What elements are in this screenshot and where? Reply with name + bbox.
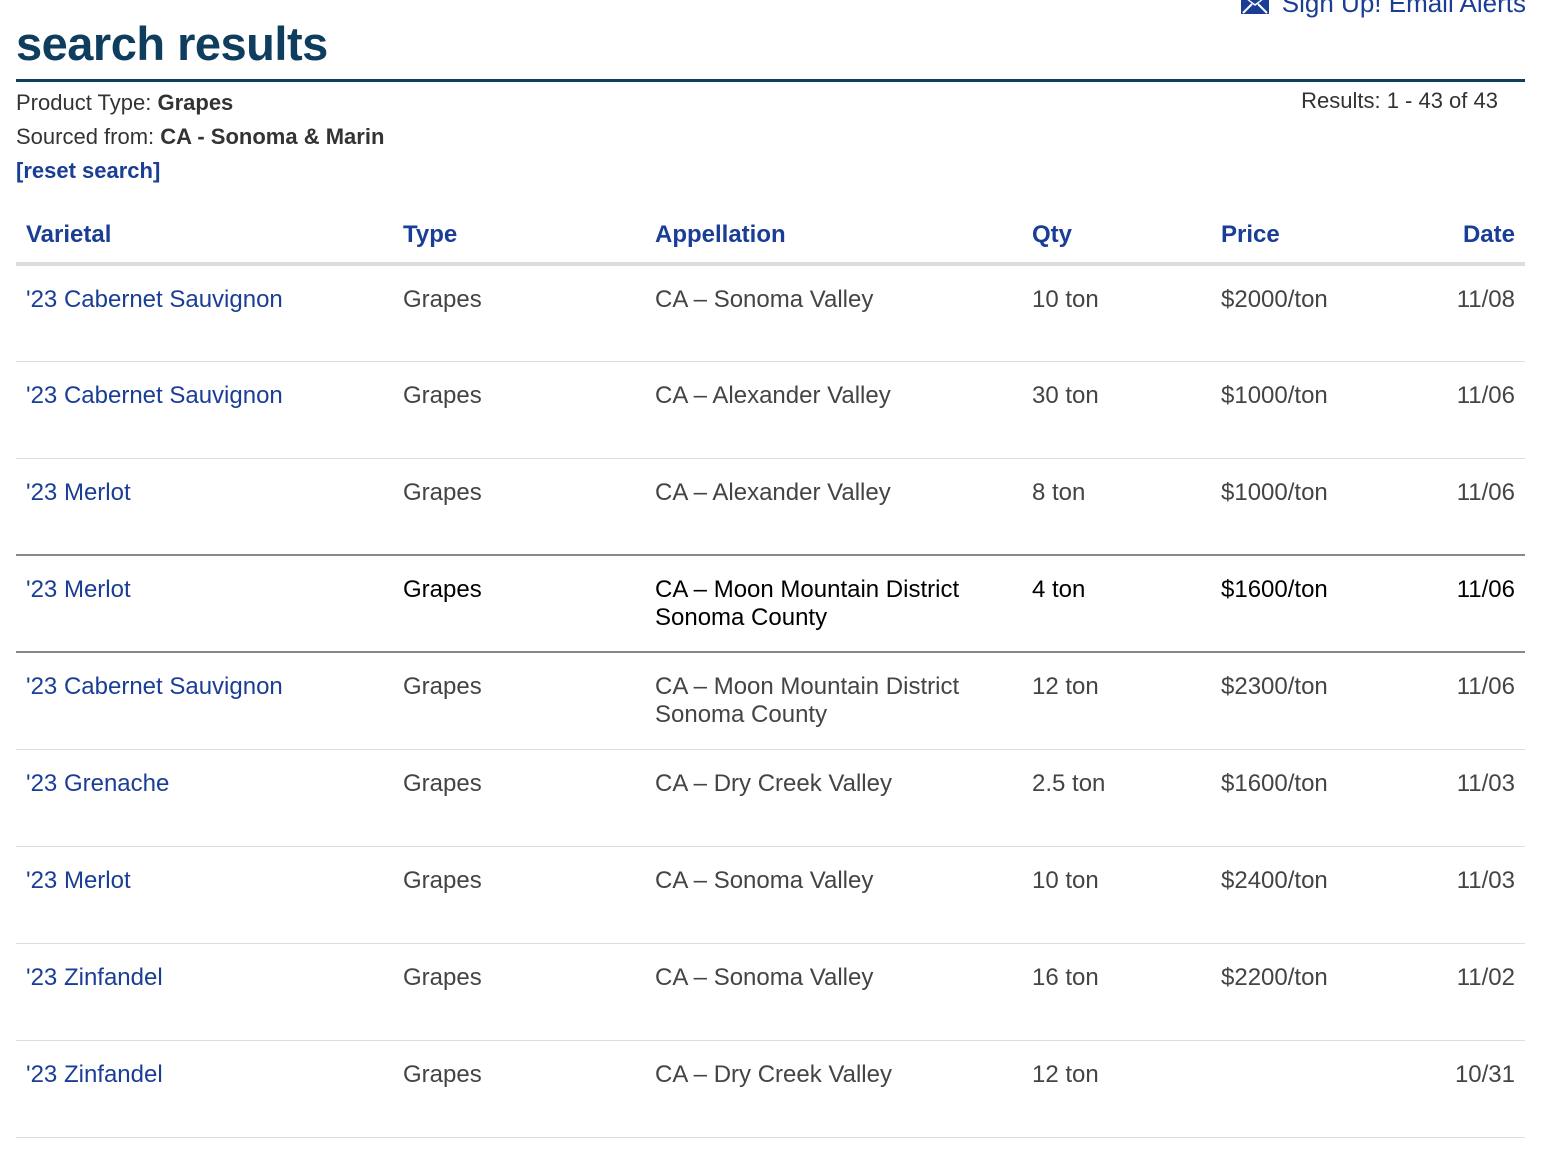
column-header-type[interactable]: Type	[393, 208, 645, 266]
varietal-link[interactable]: '23 Merlot	[26, 576, 131, 603]
email-alerts-link[interactable]: Sign Up! Email Alerts	[1240, 0, 1526, 19]
varietal-cell: '23 Grenache	[16, 749, 393, 847]
qty-cell: 10 ton	[1022, 264, 1211, 362]
table-header-row: Varietal Type Appellation Qty Price Date	[16, 208, 1525, 266]
varietal-cell: '23 Merlot	[16, 458, 393, 556]
column-header-appellation[interactable]: Appellation	[645, 208, 1022, 266]
table-row[interactable]: '23 Cabernet Sauvignon Grapes CA – Alexand…	[16, 361, 1525, 459]
product-type-label: Product Type:	[16, 90, 152, 115]
varietal-link[interactable]: '23 Zinfandel	[26, 1060, 163, 1088]
table-row[interactable]: '23 Merlot Grapes CA – Sonoma Valley 10 ton…	[16, 846, 1525, 944]
appellation-cell: CA – Sonoma Valley	[645, 846, 1022, 944]
appellation-cell: CA – Dry Creek Valley	[645, 749, 1022, 847]
appellation-cell: CA – Moon Mountain District Sonoma Count…	[645, 554, 1022, 653]
search-filters: Product Type: Grapes Sourced from: CA - …	[16, 86, 384, 188]
date-cell: 11/02	[1400, 943, 1525, 1041]
appellation-cell: CA – Sonoma Valley	[645, 264, 1022, 362]
page-title: search results	[16, 17, 328, 70]
column-header-varietal[interactable]: Varietal	[16, 208, 393, 266]
price-cell: $2200/ton	[1211, 943, 1400, 1041]
varietal-cell: '23 Cabernet Sauvignon	[16, 361, 393, 459]
sourced-from-value: CA - Sonoma & Marin	[160, 124, 385, 149]
email-alerts-label: Sign Up! Email Alerts	[1281, 0, 1526, 18]
varietal-link[interactable]: '23 Zinfandel	[26, 963, 163, 991]
varietal-cell: '23 Merlot	[16, 554, 393, 653]
appellation-cell: CA – Moon Mountain District Sonoma Count…	[645, 652, 1022, 750]
varietal-cell: '23 Cabernet Sauvignon	[16, 264, 393, 362]
varietal-link[interactable]: '23 Cabernet Sauvignon	[26, 381, 283, 409]
price-cell	[1211, 1040, 1400, 1138]
results-table: Varietal Type Appellation Qty Price Date…	[16, 208, 1525, 1138]
price-cell: $1000/ton	[1211, 361, 1400, 459]
sourced-from-label: Sourced from:	[16, 124, 155, 149]
varietal-link[interactable]: '23 Cabernet Sauvignon	[26, 286, 283, 313]
varietal-link[interactable]: '23 Grenache	[26, 769, 170, 797]
type-cell: Grapes	[393, 1040, 645, 1138]
sourced-from-filter: Sourced from: CA - Sonoma & Marin	[16, 120, 384, 154]
table-row[interactable]: '23 Merlot Grapes CA – Moon Mountain Distr…	[16, 554, 1525, 653]
date-cell: 11/03	[1400, 749, 1525, 847]
varietal-cell: '23 Zinfandel	[16, 943, 393, 1041]
qty-cell: 4 ton	[1022, 554, 1211, 653]
varietal-cell: '23 Merlot	[16, 846, 393, 944]
date-cell: 11/06	[1400, 554, 1525, 653]
varietal-link[interactable]: '23 Merlot	[26, 478, 131, 506]
date-cell: 10/31	[1400, 1040, 1525, 1138]
appellation-cell: CA – Alexander Valley	[645, 458, 1022, 556]
price-cell: $2000/ton	[1211, 264, 1400, 362]
table-row[interactable]: '23 Grenache Grapes CA – Dry Creek Valley 2…	[16, 749, 1525, 847]
appellation-cell: CA – Alexander Valley	[645, 361, 1022, 459]
table-row[interactable]: '23 Merlot Grapes CA – Alexander Valley 8 t…	[16, 458, 1525, 556]
type-cell: Grapes	[393, 652, 645, 750]
qty-cell: 30 ton	[1022, 361, 1211, 459]
qty-cell: 12 ton	[1022, 652, 1211, 750]
type-cell: Grapes	[393, 846, 645, 944]
qty-cell: 10 ton	[1022, 846, 1211, 944]
type-cell: Grapes	[393, 749, 645, 847]
price-cell: $1600/ton	[1211, 749, 1400, 847]
qty-cell: 12 ton	[1022, 1040, 1211, 1138]
column-header-qty[interactable]: Qty	[1022, 208, 1211, 266]
appellation-cell: CA – Sonoma Valley	[645, 943, 1022, 1041]
reset-search-link[interactable]: [reset search]	[16, 158, 161, 183]
qty-cell: 2.5 ton	[1022, 749, 1211, 847]
column-header-price[interactable]: Price	[1211, 208, 1400, 266]
title-divider	[16, 79, 1525, 82]
date-cell: 11/03	[1400, 846, 1525, 944]
varietal-link[interactable]: '23 Cabernet Sauvignon	[26, 673, 283, 700]
date-cell: 11/06	[1400, 361, 1525, 459]
price-cell: $2400/ton	[1211, 846, 1400, 944]
qty-cell: 8 ton	[1022, 458, 1211, 556]
type-cell: Grapes	[393, 554, 645, 653]
price-cell: $1600/ton	[1211, 554, 1400, 653]
column-header-date[interactable]: Date	[1400, 208, 1525, 266]
type-cell: Grapes	[393, 943, 645, 1041]
date-cell: 11/06	[1400, 652, 1525, 750]
product-type-filter: Product Type: Grapes	[16, 86, 384, 120]
table-row[interactable]: '23 Zinfandel Grapes CA – Dry Creek Valley…	[16, 1040, 1525, 1138]
envelope-icon	[1240, 0, 1270, 15]
product-type-value: Grapes	[157, 90, 234, 115]
type-cell: Grapes	[393, 264, 645, 362]
date-cell: 11/06	[1400, 458, 1525, 556]
price-cell: $2300/ton	[1211, 652, 1400, 750]
price-cell: $1000/ton	[1211, 458, 1400, 556]
table-row[interactable]: '23 Zinfandel Grapes CA – Sonoma Valley 16 …	[16, 943, 1525, 1041]
type-cell: Grapes	[393, 361, 645, 459]
type-cell: Grapes	[393, 458, 645, 556]
results-count: Results: 1 - 43 of 43	[1301, 88, 1498, 113]
qty-cell: 16 ton	[1022, 943, 1211, 1041]
table-row[interactable]: '23 Cabernet Sauvignon Grapes CA – Sonoma …	[16, 264, 1525, 362]
appellation-cell: CA – Dry Creek Valley	[645, 1040, 1022, 1138]
date-cell: 11/08	[1400, 264, 1525, 362]
table-row[interactable]: '23 Cabernet Sauvignon Grapes CA – Moon Mo…	[16, 652, 1525, 750]
varietal-cell: '23 Zinfandel	[16, 1040, 393, 1138]
varietal-link[interactable]: '23 Merlot	[26, 866, 131, 894]
varietal-cell: '23 Cabernet Sauvignon	[16, 652, 393, 750]
